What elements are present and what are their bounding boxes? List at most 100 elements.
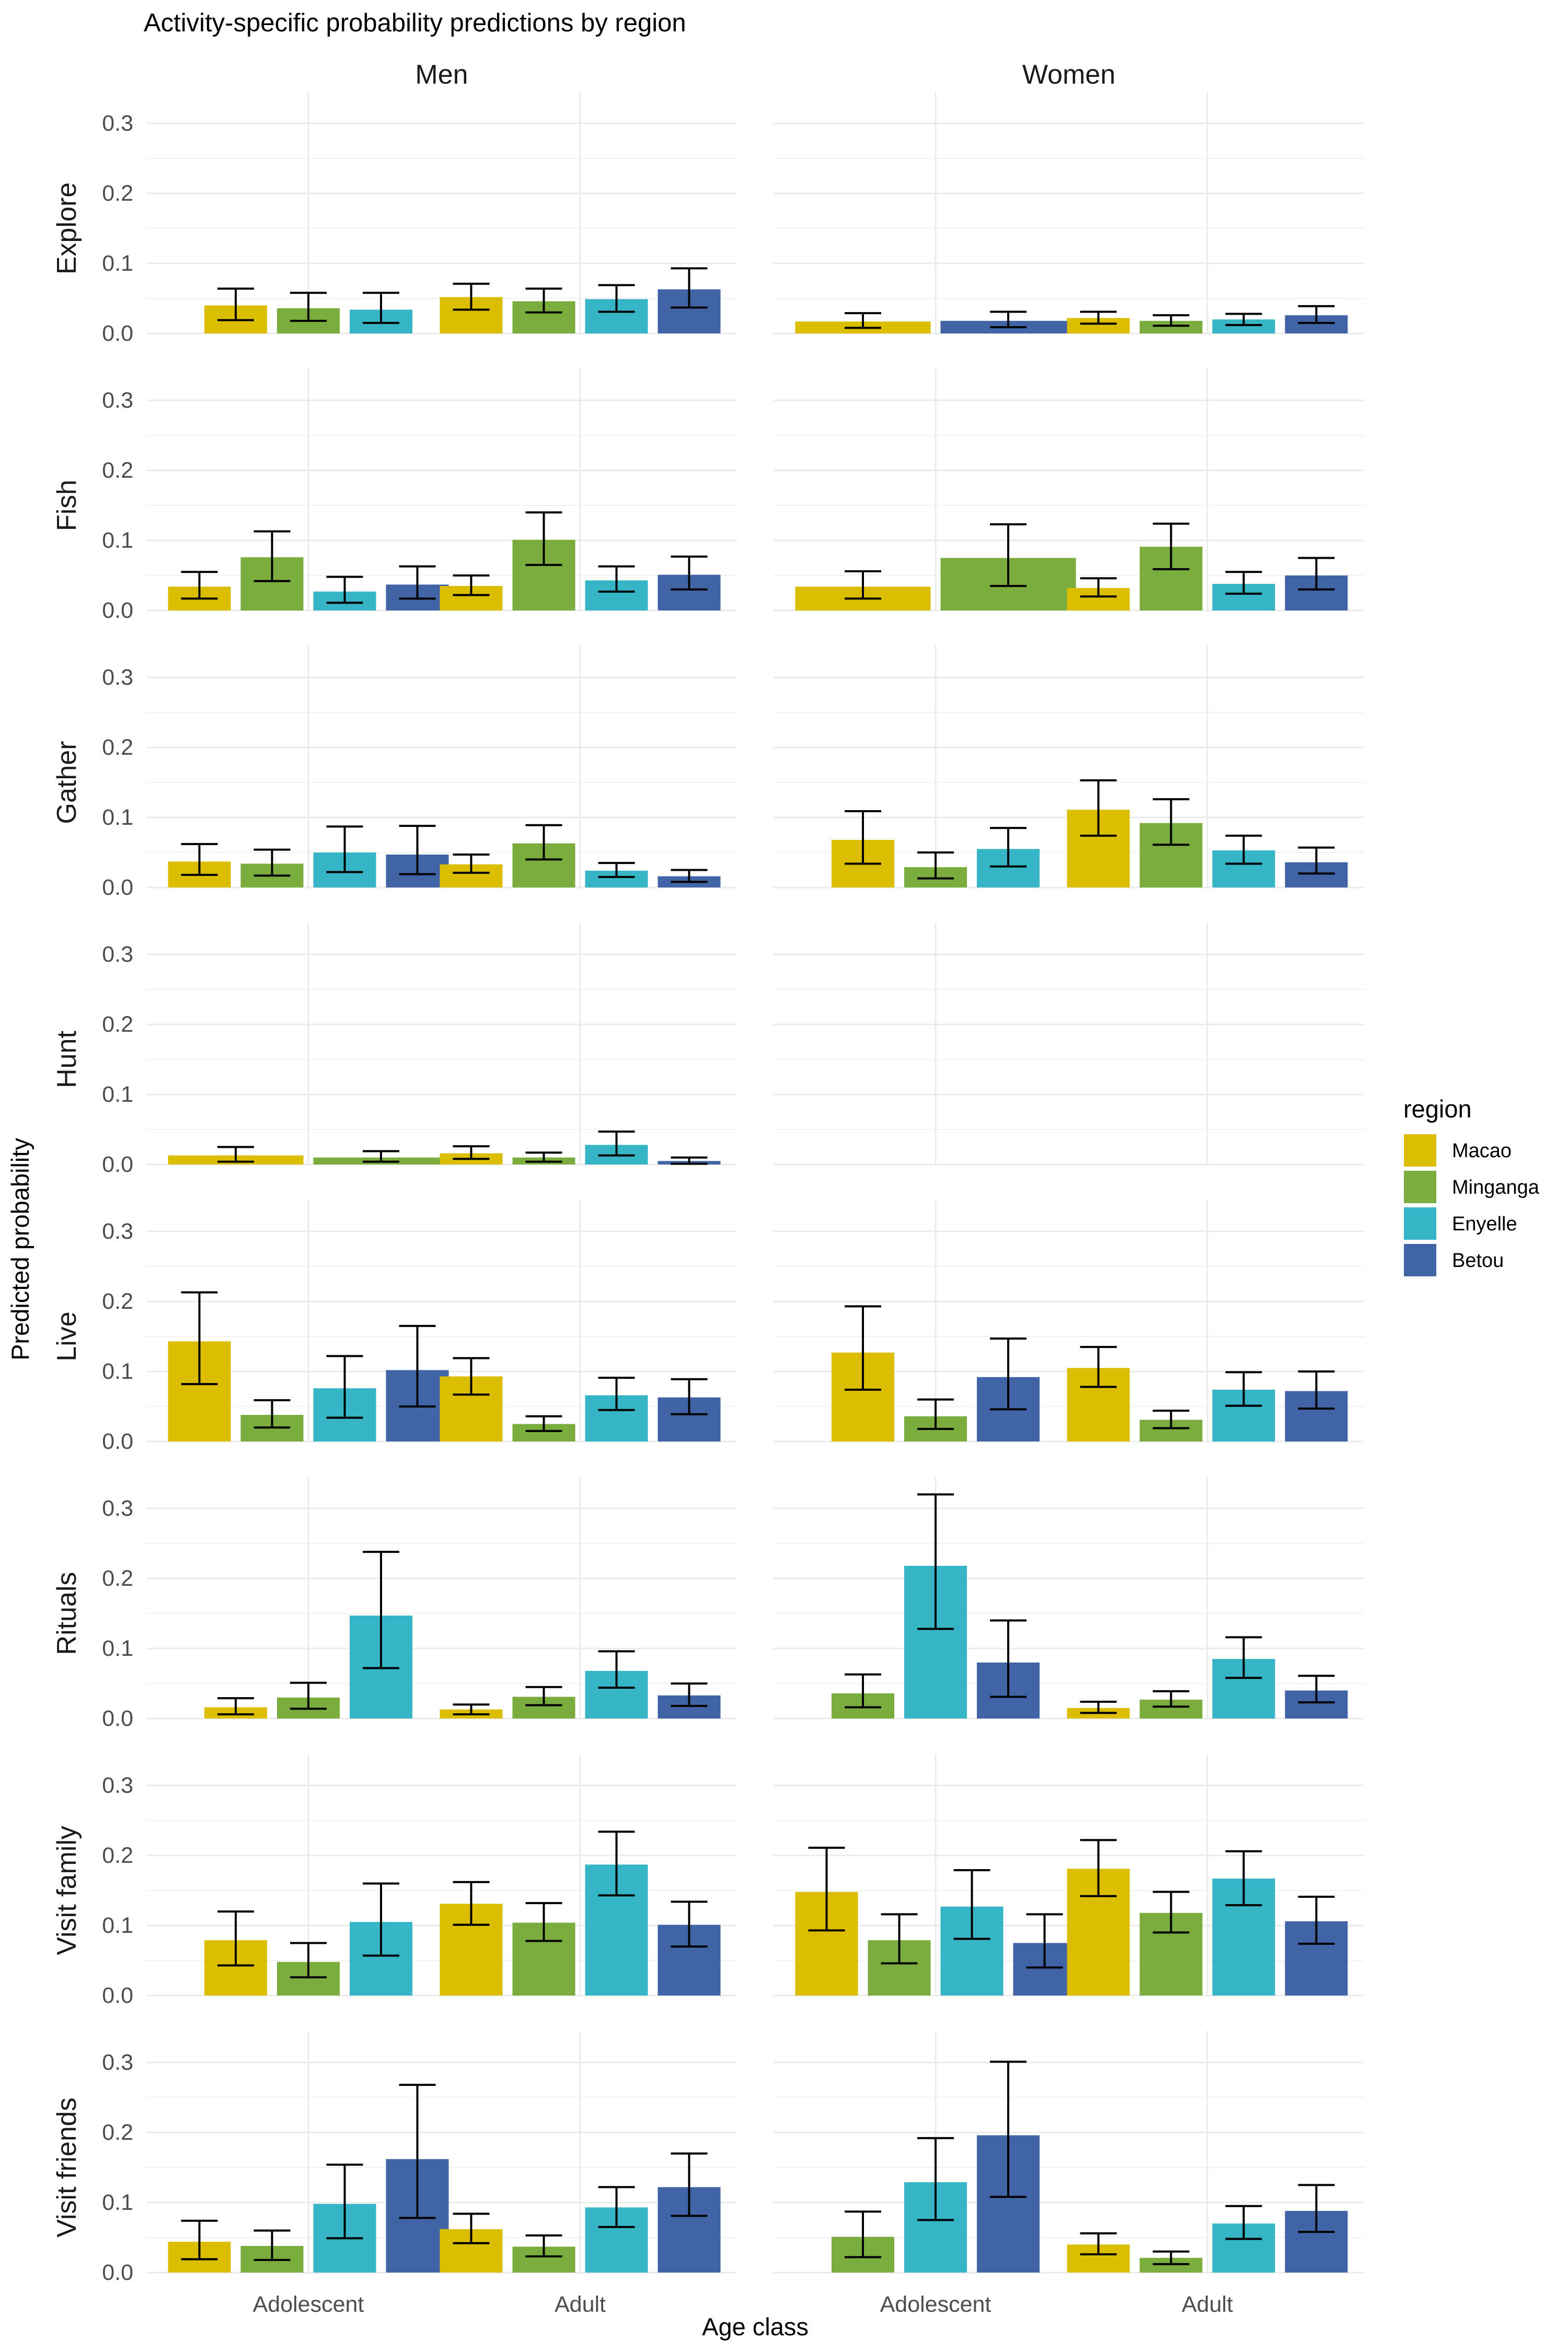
error-bar — [671, 1900, 708, 1948]
x-tick-label-adult: Adult — [555, 2292, 606, 2317]
y-tick-label: 0.0 — [102, 1152, 133, 1177]
legend-label-minganga: Minganga — [1452, 1177, 1540, 1198]
error-bar — [399, 2083, 436, 2219]
error-bar — [217, 1910, 254, 1967]
y-tick-label: 0.3 — [102, 111, 133, 136]
panel-hunt-men — [146, 923, 737, 1166]
error-bar — [399, 825, 436, 875]
y-tick-label: 0.2 — [102, 735, 133, 760]
y-tick-label: 0.0 — [102, 321, 133, 346]
error-bar — [1225, 571, 1262, 595]
error-bar — [917, 2137, 954, 2221]
y-tick-label: 0.0 — [102, 1706, 133, 1731]
panel-gather-men — [146, 645, 737, 889]
y-tick-label: 0.2 — [102, 181, 133, 206]
strip-label-explore: Explore — [52, 182, 82, 274]
y-tick-label: 0.2 — [102, 458, 133, 483]
legend-label-enyelle: Enyelle — [1452, 1213, 1517, 1235]
y-tick-label: 0.3 — [102, 1496, 133, 1521]
error-bar — [598, 1650, 635, 1689]
panel-explore-women — [774, 91, 1364, 335]
y-tick-label: 0.3 — [102, 665, 133, 690]
error-bar — [1225, 1371, 1262, 1407]
error-bar — [1152, 1890, 1190, 1934]
error-bar — [525, 824, 562, 861]
error-bar — [326, 1355, 363, 1419]
strip-label-live: Live — [52, 1311, 82, 1361]
error-bar — [1152, 314, 1190, 327]
y-tick-label: 0.1 — [102, 805, 133, 830]
legend-label-betou: Betou — [1452, 1250, 1504, 1272]
strip-label-hunt: Hunt — [52, 1031, 82, 1088]
facet-panels: Men Women Explore 0.0 0.1 0.2 0.3 Fish 0.0 0.1 0.2… — [52, 60, 1364, 2317]
y-tick-label: 0.1 — [102, 1636, 133, 1661]
y-tick-label: 0.3 — [102, 388, 133, 413]
error-bar — [1298, 1370, 1335, 1410]
y-tick-label: 0.2 — [102, 2120, 133, 2145]
error-bar — [917, 1398, 954, 1430]
legend-key-betou — [1404, 1244, 1436, 1276]
x-tick-label-adolescent: Adolescent — [253, 2292, 364, 2317]
error-bar — [845, 312, 881, 329]
error-bar — [453, 854, 490, 874]
error-bar — [181, 843, 218, 876]
error-bar — [1298, 305, 1335, 324]
y-tick-label: 0.1 — [102, 1913, 133, 1938]
error-bar — [1225, 313, 1262, 326]
error-bar — [1298, 1896, 1335, 1945]
error-bar — [525, 2234, 562, 2258]
panel-fish-women — [774, 368, 1364, 612]
strip-label-men: Men — [415, 60, 468, 90]
y-tick-label: 0.2 — [102, 1843, 133, 1868]
strip-label-rituals: Rituals — [52, 1572, 82, 1655]
strip-label-visit-friends: Visit friends — [52, 2097, 82, 2238]
error-bar — [1225, 2205, 1262, 2240]
error-bar — [917, 1493, 954, 1630]
y-tick-label: 0.3 — [102, 942, 133, 967]
error-bar — [525, 1902, 562, 1942]
y-tick-label: 0.1 — [102, 528, 133, 553]
error-bar — [1298, 2184, 1335, 2233]
error-bar — [917, 851, 954, 880]
error-bar — [990, 310, 1027, 328]
error-bar — [181, 2219, 218, 2261]
error-bar — [598, 1131, 635, 1157]
y-tick-label: 0.1 — [102, 1082, 133, 1107]
error-bar — [1080, 1700, 1117, 1714]
error-bar — [1080, 1839, 1117, 1897]
error-bar — [525, 1151, 562, 1163]
error-bar — [671, 267, 708, 309]
error-bar — [1298, 557, 1335, 591]
error-bar — [990, 2060, 1027, 2198]
x-tick-label-adult: Adult — [1182, 2292, 1233, 2317]
error-bar — [217, 1697, 254, 1715]
y-tick-label: 0.0 — [102, 875, 133, 900]
error-bar — [453, 1881, 490, 1926]
error-bar — [453, 1357, 490, 1396]
error-bar — [453, 1145, 490, 1160]
panel-visit-family-women — [774, 1754, 1364, 1997]
error-bar — [845, 570, 881, 600]
error-bar — [363, 1882, 399, 1957]
error-bar — [1225, 1850, 1262, 1907]
error-bar — [990, 1338, 1027, 1411]
y-tick-label: 0.1 — [102, 2190, 133, 2215]
error-bar — [845, 1673, 881, 1709]
strip-label-gather: Gather — [52, 741, 82, 824]
y-tick-label: 0.0 — [102, 2260, 133, 2285]
error-bar — [363, 292, 399, 324]
error-bar — [290, 1681, 327, 1710]
error-bar — [326, 825, 363, 873]
x-axis-title: Age class — [702, 2313, 809, 2341]
strip-label-visit-family: Visit family — [52, 1826, 82, 1955]
error-bar — [1152, 798, 1190, 846]
panel-fish-men — [146, 368, 737, 612]
error-bar — [1080, 779, 1117, 837]
error-bar — [525, 1415, 562, 1432]
panel-visit-friends-men — [146, 2031, 737, 2274]
error-bar — [1225, 1636, 1262, 1679]
error-bar — [598, 862, 635, 878]
legend-key-macao — [1404, 1134, 1436, 1167]
error-bar — [326, 2163, 363, 2240]
error-bar — [525, 287, 562, 314]
